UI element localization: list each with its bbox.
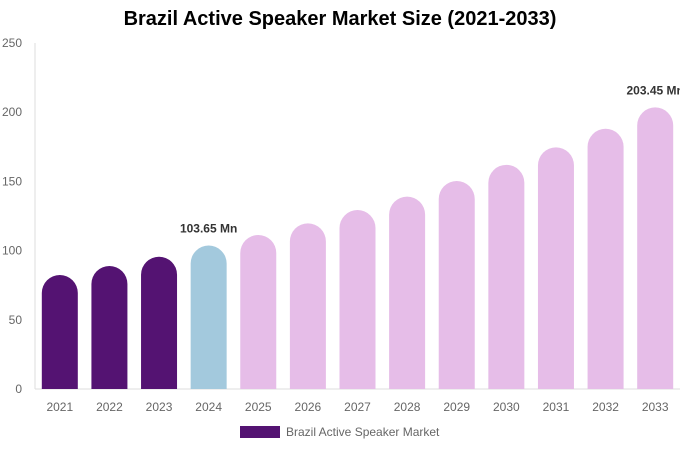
- bar-2022: [91, 265, 128, 389]
- x-tick-label: 2027: [344, 400, 371, 414]
- bar-2029: [438, 180, 475, 389]
- legend-label: Brazil Active Speaker Market: [286, 425, 440, 439]
- x-tick-label: 2033: [642, 400, 669, 414]
- bar-2031: [537, 147, 574, 389]
- y-tick-label: 100: [2, 244, 22, 258]
- bar-2027: [339, 210, 376, 389]
- bar-2026: [289, 223, 326, 389]
- data-label-2024: 103.65 Mn: [180, 222, 237, 236]
- x-tick-label: 2029: [443, 400, 470, 414]
- x-tick-label: 2031: [543, 400, 570, 414]
- chart-title: Brazil Active Speaker Market Size (2021-…: [123, 8, 557, 30]
- x-tick-label: 2025: [245, 400, 272, 414]
- bar-2023: [141, 256, 178, 389]
- bar-2028: [389, 196, 426, 389]
- x-tick-label: 2022: [96, 400, 123, 414]
- data-label-2033: 203.45 Mn: [627, 83, 680, 97]
- bar-2024: [190, 245, 227, 389]
- legend-swatch: [240, 426, 280, 438]
- x-tick-label: 2021: [46, 400, 73, 414]
- y-tick-label: 250: [2, 36, 22, 50]
- y-tick-label: 0: [15, 382, 22, 396]
- x-tick-label: 2028: [394, 400, 421, 414]
- legend: Brazil Active Speaker Market: [240, 425, 439, 439]
- bar-2032: [587, 128, 624, 390]
- bar-2033: [637, 107, 674, 389]
- bar-2021: [41, 274, 78, 389]
- x-tick-label: 2032: [592, 400, 619, 414]
- bar-chart: 0 50 100 150 200 250 2021 2022 2023 2024 103.65 Mn…: [2, 36, 680, 414]
- x-tick-label: 2024: [195, 400, 222, 414]
- bar-2025: [240, 234, 277, 389]
- y-tick-label: 150: [2, 174, 22, 188]
- bar-2030: [488, 164, 525, 389]
- x-tick-label: 2030: [493, 400, 520, 414]
- y-tick-label: 200: [2, 105, 22, 119]
- y-tick-label: 50: [9, 313, 23, 327]
- x-tick-label: 2026: [295, 400, 322, 414]
- x-tick-label: 2023: [146, 400, 173, 414]
